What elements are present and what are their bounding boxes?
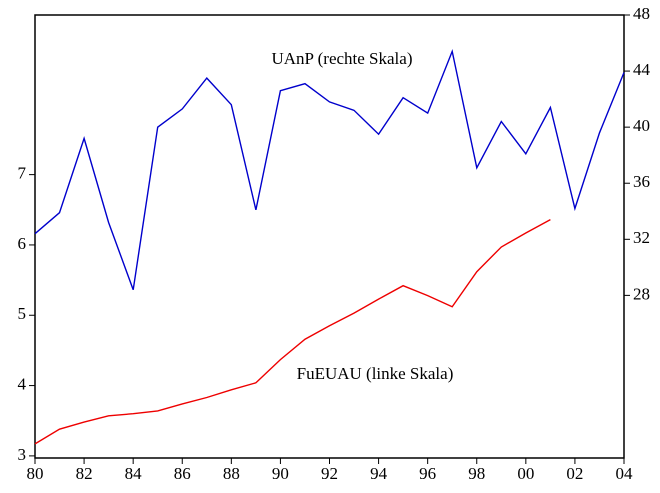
y2-tick-label: 40 (633, 116, 650, 135)
x-tick-label: 80 (27, 464, 44, 483)
y2-tick-label: 44 (633, 60, 651, 79)
x-tick-label: 98 (468, 464, 485, 483)
x-tick-label: 88 (223, 464, 240, 483)
y2-tick-label: 48 (633, 4, 650, 23)
y-tick-label: 5 (18, 304, 27, 323)
x-tick-label: 86 (174, 464, 191, 483)
plot-frame (34, 14, 625, 459)
x-tick-label: 04 (616, 464, 634, 483)
series-line (34, 48, 625, 291)
x-tick-label: 92 (321, 464, 338, 483)
x-tick-label: 90 (272, 464, 289, 483)
y-tick-label: 4 (18, 374, 27, 393)
series-line (34, 218, 551, 445)
series-label: UAnP (rechte Skala) (272, 49, 413, 68)
x-tick-label: 96 (419, 464, 436, 483)
x-tick-label: 02 (566, 464, 583, 483)
y-tick-label: 3 (18, 445, 27, 464)
x-tick-label: 84 (125, 464, 143, 483)
x-tick-label: 00 (517, 464, 534, 483)
y-tick-label: 6 (18, 234, 27, 253)
series-label: FuEUAU (linke Skala) (297, 364, 454, 383)
y2-tick-label: 36 (633, 172, 650, 191)
y2-tick-label: 28 (633, 284, 650, 303)
y2-tick-label: 32 (633, 228, 650, 247)
x-tick-label: 94 (370, 464, 388, 483)
y-tick-label: 7 (18, 164, 27, 183)
x-tick-label: 82 (76, 464, 93, 483)
